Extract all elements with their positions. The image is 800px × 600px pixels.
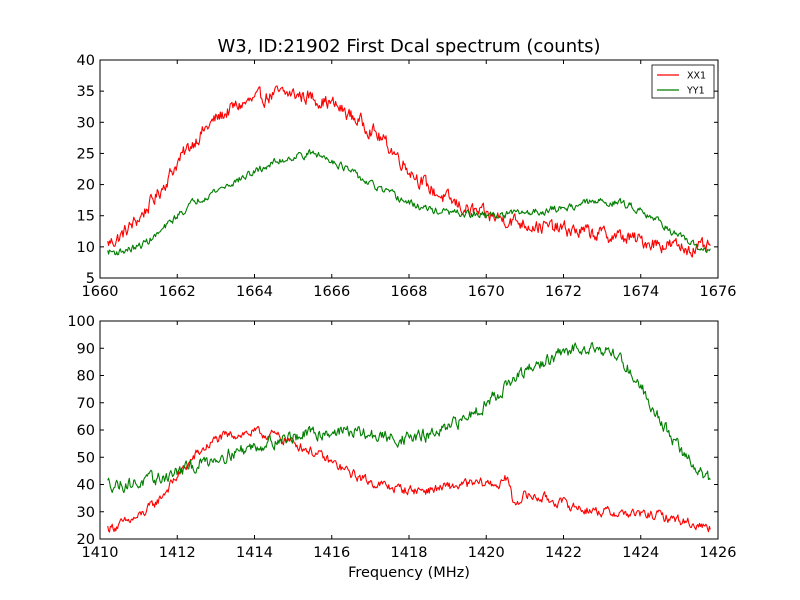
bottom-chart-y-tick-label: 100 xyxy=(67,314,95,330)
legend-label-yy1: YY1 xyxy=(686,86,705,97)
top-chart-y-tick-label: 25 xyxy=(77,146,95,162)
bottom-chart-y-tick-label: 60 xyxy=(77,423,95,439)
bottom-chart-y-tick-label: 40 xyxy=(77,478,95,494)
bottom-chart-red-series-line xyxy=(107,425,711,533)
bottom-chart-y-tick-label: 70 xyxy=(77,396,95,412)
top-chart-panel: 1660 1662 1664 1666 1668 1670 1672 1674 1676 5 10 1… xyxy=(77,53,737,300)
bottom-chart-green-series-line xyxy=(107,342,711,494)
bottom-chart-x-tick-label: 1424 xyxy=(622,545,659,561)
top-chart-x-tick-label: 1660 xyxy=(82,284,119,300)
top-chart-x-tick-label: 1672 xyxy=(545,284,582,300)
top-chart-x-tick-label: 1674 xyxy=(622,284,659,300)
top-chart-x-tick-label: 1668 xyxy=(391,284,428,300)
top-chart-title: W3, ID:21902 First Dcal spectrum (counts… xyxy=(217,36,600,57)
bottom-chart-x-tick-label: 1416 xyxy=(313,545,350,561)
bottom-chart-panel: 1410 1412 1414 1416 1418 1420 1422 1424 1426 20 30… xyxy=(67,314,736,561)
top-chart-x-tick-label: 1676 xyxy=(700,284,737,300)
bottom-chart-x-tick-label: 1412 xyxy=(159,545,196,561)
top-chart-x-tick-label: 1666 xyxy=(313,284,350,300)
bottom-chart-y-tick-label: 20 xyxy=(77,532,95,548)
bottom-chart-x-tick-label: 1426 xyxy=(700,545,737,561)
bottom-chart-x-tick-label: 1418 xyxy=(391,545,428,561)
top-chart-red-series-line xyxy=(107,85,711,258)
bottom-chart-x-tick-label: 1420 xyxy=(468,545,505,561)
top-chart-y-tick-label: 5 xyxy=(86,271,95,287)
bottom-chart-y-tick-label: 80 xyxy=(77,369,95,385)
bottom-chart-y-tick-label: 50 xyxy=(77,450,95,466)
top-chart-green-series-line xyxy=(107,149,711,256)
top-chart-x-tick-label: 1662 xyxy=(159,284,196,300)
bottom-chart-x-tick-label: 1414 xyxy=(236,545,273,561)
bottom-chart-y-tick-label: 90 xyxy=(77,341,95,357)
bottom-chart-x-tick-label: 1422 xyxy=(545,545,582,561)
legend-label-xx1: XX1 xyxy=(687,71,706,82)
top-chart-x-tick-label: 1664 xyxy=(236,284,273,300)
bottom-chart-y-tick-label: 30 xyxy=(77,505,95,521)
top-chart-y-tick-label: 30 xyxy=(77,115,95,131)
top-chart-y-tick-label: 35 xyxy=(77,84,95,100)
top-chart-x-tick-label: 1670 xyxy=(468,284,505,300)
top-chart-y-tick-label: 40 xyxy=(77,53,95,69)
bottom-chart-x-tick-label: 1410 xyxy=(82,545,119,561)
top-chart-y-tick-label: 15 xyxy=(77,209,95,225)
legend-box xyxy=(651,64,715,99)
top-chart-y-tick-label: 20 xyxy=(77,178,95,194)
bottom-chart-x-axis-label: Frequency (MHz) xyxy=(348,565,470,581)
top-chart-y-tick-label: 10 xyxy=(77,240,95,256)
